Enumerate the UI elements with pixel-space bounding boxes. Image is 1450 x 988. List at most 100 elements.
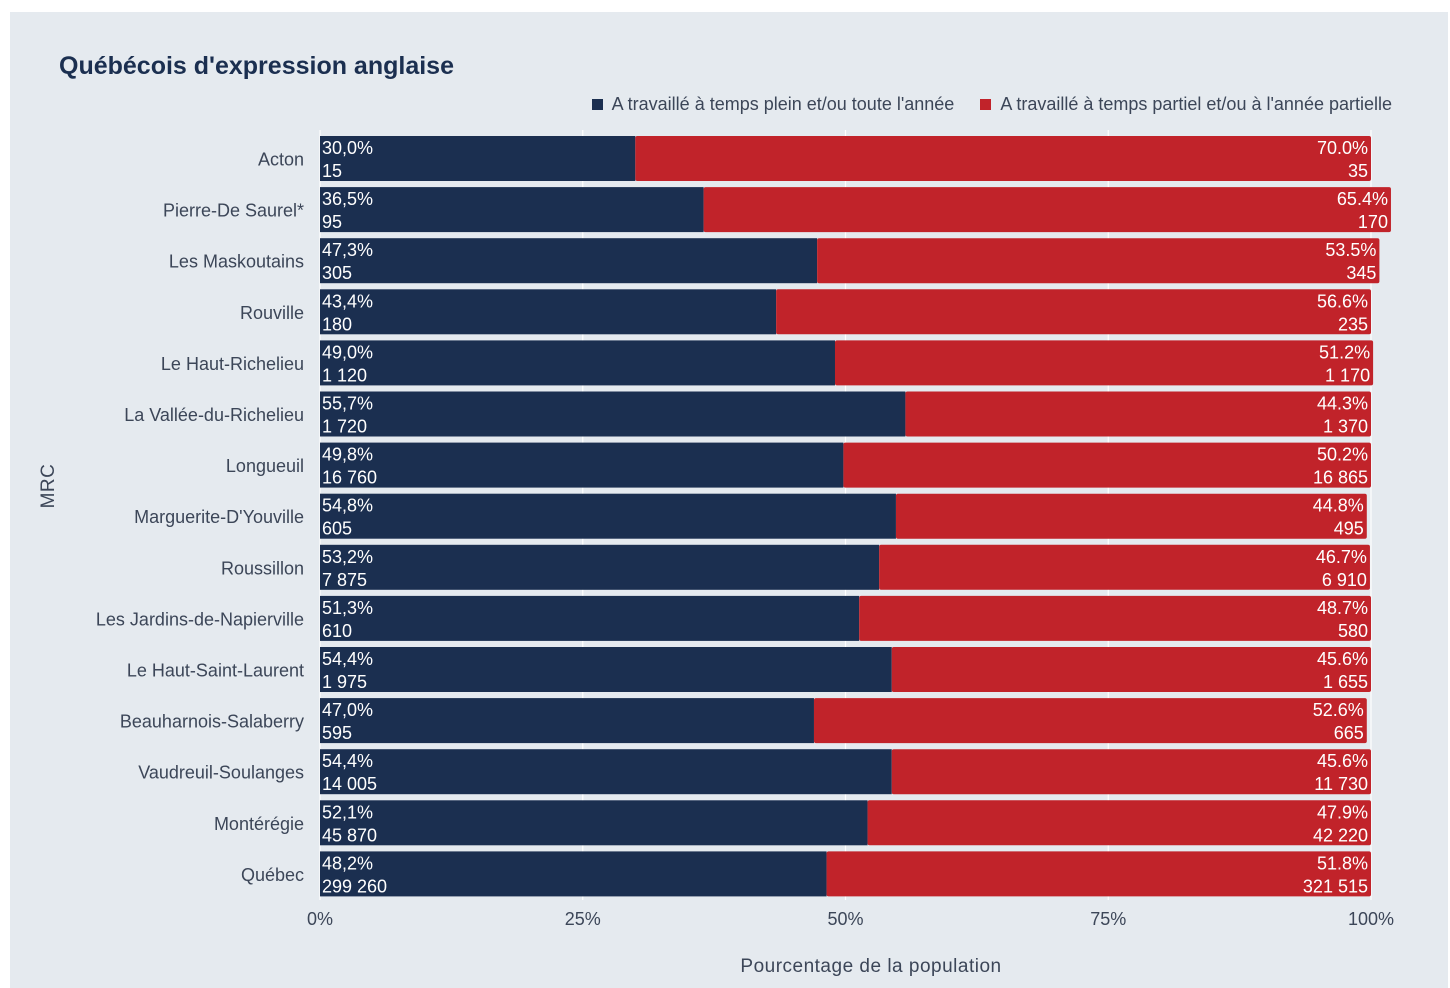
count-label-fulltime: 95	[322, 212, 342, 232]
count-label-parttime: 11 730	[1314, 774, 1368, 794]
bar-parttime[interactable]	[859, 595, 1371, 641]
chart-title: Québécois d'expression anglaise	[59, 52, 454, 80]
x-axis-title: Pourcentage de la population	[740, 956, 1001, 977]
legend-item-fulltime[interactable]: A travaillé à temps plein et/ou toute l'…	[591, 94, 955, 115]
count-label-parttime: 235	[1338, 314, 1368, 334]
bar-parttime[interactable]	[879, 544, 1370, 590]
bar-parttime[interactable]	[895, 493, 1367, 539]
count-label-fulltime: 299 260	[322, 876, 387, 896]
pct-label-parttime: 44.8%	[1313, 496, 1364, 516]
bars: 30,0% 15 70.0% 35 36,5% 95 65.4% 170 47,3% 305 53.…	[320, 136, 1391, 897]
pct-label-parttime: 52.6%	[1313, 700, 1364, 720]
bar-parttime[interactable]	[813, 698, 1367, 744]
bar-fulltime[interactable]	[320, 340, 835, 386]
count-label-parttime: 6 910	[1322, 570, 1367, 590]
pct-label-fulltime: 49,8%	[322, 445, 373, 465]
bar-fulltime[interactable]	[320, 289, 777, 335]
pct-label-parttime: 44.3%	[1317, 394, 1368, 414]
bar-parttime[interactable]	[905, 391, 1371, 437]
bar-fulltime[interactable]	[320, 749, 892, 795]
x-tick-label: 100%	[1348, 909, 1394, 929]
category-label: Les Jardins-de-Napierville	[96, 609, 304, 629]
count-label-fulltime: 1 720	[322, 417, 367, 437]
bar-fulltime[interactable]	[320, 544, 880, 590]
category-label: Roussillon	[221, 558, 304, 578]
pct-label-fulltime: 43,4%	[322, 291, 373, 311]
bar-parttime[interactable]	[891, 647, 1371, 692]
legend-swatch-fulltime	[591, 99, 603, 110]
x-tick-label: 0%	[307, 909, 333, 929]
pct-label-parttime: 51.8%	[1317, 853, 1368, 873]
bar-parttime[interactable]	[834, 340, 1374, 386]
bar-fulltime[interactable]	[320, 187, 704, 233]
pct-label-fulltime: 52,1%	[322, 802, 373, 822]
count-label-parttime: 1 655	[1323, 672, 1368, 692]
pct-label-fulltime: 47,0%	[322, 700, 373, 720]
count-label-parttime: 495	[1334, 519, 1364, 539]
pct-label-parttime: 70.0%	[1317, 138, 1368, 158]
bar-fulltime[interactable]	[320, 800, 868, 846]
pct-label-parttime: 45.6%	[1317, 649, 1368, 669]
bar-fulltime[interactable]	[320, 136, 636, 181]
bar-parttime[interactable]	[776, 289, 1371, 335]
pct-label-fulltime: 49,0%	[322, 342, 373, 362]
category-label: Québec	[241, 865, 304, 885]
pct-label-fulltime: 54,4%	[322, 649, 373, 669]
y-axis-title: MRC	[38, 464, 59, 509]
category-label: Vaudreuil-Soulanges	[138, 763, 304, 783]
bar-fulltime[interactable]	[320, 442, 844, 488]
pct-label-parttime: 47.9%	[1317, 802, 1368, 822]
category-label: Le Haut-Saint-Laurent	[127, 661, 304, 681]
category-label: Montérégie	[214, 814, 304, 834]
pct-label-fulltime: 51,3%	[322, 598, 373, 618]
bar-fulltime[interactable]	[320, 391, 906, 437]
count-label-fulltime: 15	[322, 161, 342, 181]
category-labels: Acton Pierre-De Saurel* Les Maskoutains Rou…	[96, 150, 304, 885]
count-label-fulltime: 14 005	[322, 774, 377, 794]
category-label: Beauharnois-Salaberry	[120, 712, 304, 732]
x-tick-labels: 0% 25% 50% 75% 100%	[307, 909, 1394, 929]
bar-fulltime[interactable]	[320, 647, 892, 692]
count-label-parttime: 35	[1348, 161, 1368, 181]
category-label: Marguerite-D'Youville	[134, 507, 304, 527]
count-label-parttime: 16 865	[1313, 468, 1368, 488]
pct-label-fulltime: 47,3%	[322, 240, 373, 260]
count-label-parttime: 1 170	[1325, 365, 1370, 385]
category-label: Rouville	[240, 303, 304, 323]
pct-label-fulltime: 54,8%	[322, 496, 373, 516]
pct-label-fulltime: 36,5%	[322, 189, 373, 209]
count-label-fulltime: 45 870	[322, 825, 377, 845]
bar-parttime[interactable]	[703, 187, 1391, 233]
legend-swatch-parttime	[980, 99, 992, 110]
count-label-fulltime: 1 120	[322, 365, 367, 385]
category-label: Les Maskoutains	[169, 252, 304, 272]
x-tick-label: 25%	[565, 909, 601, 929]
bar-parttime[interactable]	[891, 749, 1371, 795]
bar-fulltime[interactable]	[320, 493, 896, 539]
bar-parttime[interactable]	[867, 800, 1371, 846]
bar-parttime[interactable]	[635, 136, 1371, 181]
count-label-parttime: 345	[1346, 263, 1376, 283]
bar-parttime[interactable]	[817, 238, 1380, 284]
count-label-parttime: 665	[1334, 723, 1364, 743]
bar-fulltime[interactable]	[320, 238, 818, 284]
pct-label-parttime: 48.7%	[1317, 598, 1368, 618]
bar-fulltime[interactable]	[320, 851, 827, 897]
count-label-parttime: 580	[1338, 621, 1368, 641]
bar-parttime[interactable]	[843, 442, 1371, 488]
bar-fulltime[interactable]	[320, 698, 814, 744]
count-label-parttime: 321 515	[1303, 876, 1368, 896]
bar-parttime[interactable]	[826, 851, 1371, 897]
count-label-fulltime: 595	[322, 723, 352, 743]
pct-label-fulltime: 55,7%	[322, 394, 373, 414]
x-tick-label: 50%	[827, 909, 863, 929]
legend-label-fulltime: A travaillé à temps plein et/ou toute l'…	[611, 94, 955, 114]
count-label-fulltime: 180	[322, 314, 352, 334]
count-label-parttime: 42 220	[1313, 825, 1368, 845]
pct-label-parttime: 45.6%	[1317, 751, 1368, 771]
legend-item-parttime[interactable]: A travaillé à temps partiel et/ou à l'an…	[980, 94, 1392, 115]
category-label: Le Haut-Richelieu	[161, 354, 304, 374]
bar-fulltime[interactable]	[320, 595, 860, 641]
pct-label-parttime: 50.2%	[1317, 445, 1368, 465]
